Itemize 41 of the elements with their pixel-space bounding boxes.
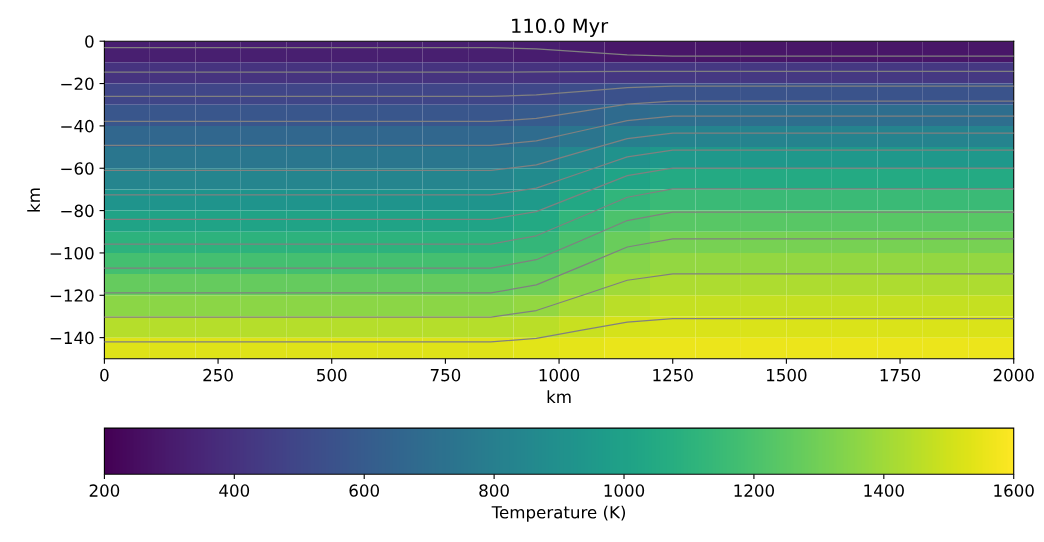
y-tick-label: −80	[61, 204, 94, 218]
x-tick-label: 1250	[653, 368, 693, 382]
line-series	[104, 188, 1014, 245]
y-axis-title: km	[27, 188, 40, 212]
line-series	[104, 273, 1014, 318]
x-tick-label: 0	[100, 368, 109, 382]
line-series	[104, 46, 1014, 57]
x-tick-label: 1000	[539, 368, 580, 382]
x-tick-label: 500	[317, 368, 347, 382]
color-bar-label: 600	[349, 484, 380, 497]
color-bar-title: Temperature (K)	[491, 505, 626, 522]
y-tick-label: 0	[85, 35, 94, 48]
line-series	[104, 211, 1014, 269]
color-bar-label: 1200	[734, 484, 775, 497]
y-tick-label: −60	[61, 162, 94, 175]
line-series	[104, 85, 1014, 98]
line-series	[104, 149, 1014, 196]
line-series	[104, 115, 1014, 146]
line-series	[104, 167, 1014, 220]
chart-title: 110.0 Myr	[512, 18, 609, 37]
line-series	[104, 317, 1014, 343]
line-series	[104, 100, 1014, 123]
x-axis-title: km	[547, 390, 571, 403]
y-tick-label: −40	[61, 119, 94, 133]
x-tick-label: 250	[203, 368, 233, 382]
color-bar-label: 1600	[994, 484, 1034, 497]
line-series	[104, 132, 1014, 171]
x-tick-label: 1500	[767, 368, 807, 382]
x-tick-label: 1750	[880, 368, 921, 382]
color-bar-label: 800	[479, 484, 509, 497]
line-series	[104, 238, 1014, 294]
y-tick-label: −120	[50, 289, 94, 302]
x-tick-label: 750	[430, 368, 461, 382]
y-tick-label: −140	[50, 331, 94, 345]
y-tick-label: −20	[61, 77, 94, 91]
color-bar-label: 200	[89, 484, 120, 497]
x-tick-label: 2000	[993, 368, 1034, 382]
color-bar-label: 400	[219, 484, 250, 497]
y-tick-label: −100	[50, 246, 94, 260]
color-bar-label: 1000	[604, 484, 645, 497]
color-bar-label: 1400	[864, 484, 904, 497]
